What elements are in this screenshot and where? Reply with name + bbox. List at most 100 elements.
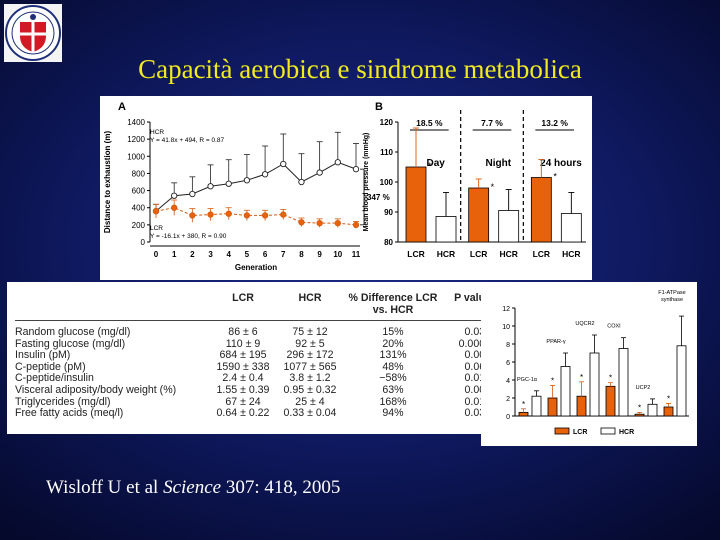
tick-label-c-y: 8 [506,342,510,349]
table-cell: 94% [382,407,404,420]
table-cell: 0.64 ± 0.22 [216,407,270,420]
table-cell: Triglycerides (mg/dl) [15,395,111,408]
column-header: HCR [298,292,322,304]
data-point-lcr [261,212,269,219]
tick-label-a-x: 11 [352,250,361,259]
category-label-c: synthase [661,297,683,303]
axis-label-a-x: Generation [235,263,277,272]
axis-label-b-y: Mean blood pressure (mmHg) [363,133,370,232]
annotation-pct: 347 % [367,193,390,202]
bar-lcr [468,187,490,243]
table-cell: 1.55 ± 0.39 [216,383,270,396]
data-point-lcr [207,211,214,218]
category-label-b: LCR [470,249,487,259]
table-cell: 0.013 [464,395,491,408]
category-label-b: HCR [562,249,580,259]
table-cell: 0.061 [464,360,491,373]
citation-authors: Wisloff U et al [46,477,164,498]
column-header: % Difference LCR vs. HCR [348,292,438,316]
table-cell: 168% [379,395,407,408]
bar-hcr [498,210,520,243]
tick-label-a-y: 1200 [127,135,145,144]
bar-hcr [618,348,629,417]
column-header: LCR [232,292,254,304]
bar-hcr [647,403,658,417]
table-cell: 67 ± 24 [225,395,261,408]
legend-swatch-lcr [554,427,570,435]
table-cell: Fasting glucose (mg/dl) [15,337,126,350]
legend-label-lcr: LCR [573,429,587,436]
category-label-c: UQCR2 [575,321,594,327]
metabolic-data-table: LCR HCR% Difference LCR vs. HCR P value Ran… [15,292,491,420]
panel-label-b: B [375,101,383,113]
figure-panel-ab: A 0 200 400 600 800 1000 1200 1400 0 1 2 3 4 5 6 7 8 9 10 11… [100,96,592,280]
bar-lcr [518,411,529,417]
tick-label-c-y: 10 [502,324,510,331]
table-cell: 0.0007 [458,337,491,350]
data-point-lcr [225,210,232,217]
tick-label-b-y: 80 [384,238,393,247]
significance-star: * [580,373,583,382]
table-cell: 25 ± 4 [295,395,325,408]
data-point-hcr [225,180,232,187]
significance-star: * [638,403,641,412]
bar-lcr [663,406,674,417]
table-cell: 1590 ± 338 [216,360,270,373]
panel-label-a: A [118,101,126,113]
data-point-hcr [243,177,251,184]
table-row: Free fatty acids (meq/l) 0.64 ± 0.22 0.33 … [15,408,491,420]
table-cell: 0.005 [464,383,491,396]
data-point-lcr [280,211,287,218]
significance-star: * [428,161,432,171]
table-cell: 20% [382,337,404,350]
tick-label-a-y: 400 [132,204,146,213]
series-line-lcr [155,207,357,226]
table-cell: C-peptide/insulin [15,372,94,385]
tick-label-b-y: 120 [380,118,394,127]
tick-label-a-x: 10 [333,250,342,259]
data-point-hcr [334,159,341,166]
table-row: Insulin (pM) 684 ± 195 296 ± 172 131% 0.002 [15,350,491,362]
bar-lcr [634,413,645,417]
table-cell: 63% [382,383,404,396]
category-label-b: HCR [499,249,517,259]
tick-label-b-y: 90 [384,208,393,217]
table-cell: 0.013 [464,372,491,385]
data-point-hcr [316,169,323,176]
table-cell: 110 ± 9 [225,337,261,350]
bar-hcr [531,395,542,417]
bar-hcr [560,366,571,417]
significance-star: * [522,400,525,409]
data-point-hcr [280,160,287,168]
series-label-hcr: HCR [150,129,164,136]
bar-hcr [560,213,582,243]
significance-star: * [609,374,612,383]
bar-lcr [547,397,558,417]
table-cell: 86 ± 6 [228,326,258,338]
table-row: Fasting glucose (mg/dl) 110 ± 9 92 ± 5 20% 0… [15,337,491,351]
panel-c-chart: 0 2 4 6 8 10 12 * PGC-1α * PPAR-γ * UQCR2 * COXI * UCP2 *… [502,290,689,436]
tick-label-c-y: 6 [506,360,510,367]
data-point-lcr [243,212,251,219]
figure-panel-c: 0 2 4 6 8 10 12 * PGC-1α * PPAR-γ * UQCR2 * COXI * UCP2 *… [481,282,697,446]
tick-label-c-y: 2 [506,396,510,403]
tick-label-a-x: 1 [172,250,177,259]
category-label-c: PPAR-γ [546,339,565,345]
tick-label-a-x: 5 [245,250,250,259]
table-cell: 0.036 [464,326,491,338]
legend-swatch-hcr [600,427,616,435]
tick-label-a-y: 1000 [127,152,145,161]
university-seal-icon [4,4,62,62]
category-label-b: LCR [533,249,550,259]
bar-hcr [435,216,457,243]
group-pct: 13.2 % [541,118,568,128]
table-cell: 0.33 ± 0.04 [283,407,337,420]
table-row: Random glucose (mg/dl) 86 ± 6 75 ± 12 15% 0.… [15,326,491,339]
panel-ab-chart: A 0 200 400 600 800 1000 1200 1400 0 1 2 3 4 5 6 7 8 9 10 11… [103,101,586,272]
data-point-lcr [171,204,178,211]
table-cell: 15% [382,326,404,338]
tick-label-a-x: 6 [263,250,268,259]
table-cell: C-peptide (pM) [15,360,86,373]
table-cell: Free fatty acids (meq/l) [15,407,124,420]
citation-journal: Science [163,477,222,498]
